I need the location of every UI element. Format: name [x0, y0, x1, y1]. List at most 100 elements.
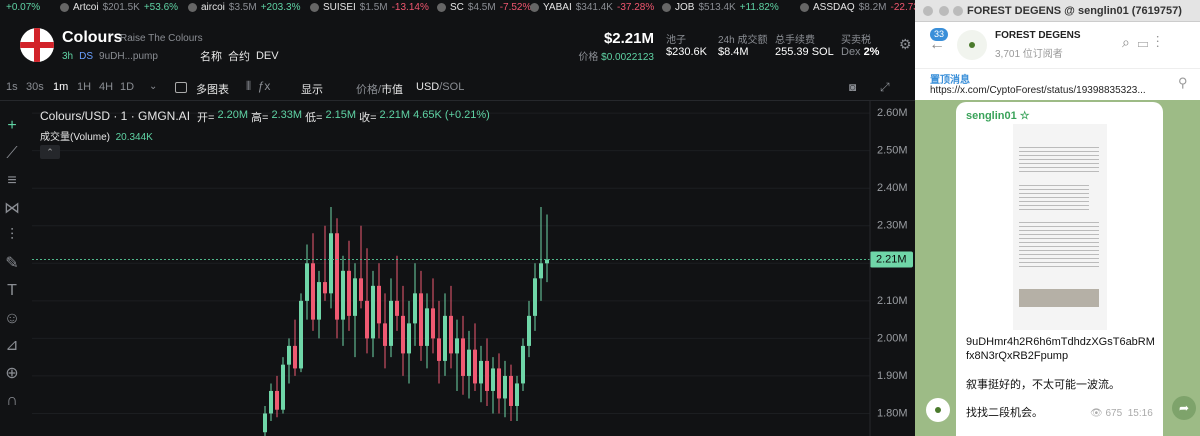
stat-value-text: $230.6K	[666, 46, 707, 58]
toggle-mcap[interactable]: 市值	[381, 84, 404, 96]
legend-low: 2.15M	[325, 109, 357, 121]
interval-button[interactable]: 1s	[6, 81, 18, 93]
unread-badge: 33	[930, 28, 949, 41]
candle-body	[401, 315, 405, 354]
y-tick-label: 2.60M	[877, 107, 908, 119]
token-ds[interactable]: DS	[79, 50, 94, 62]
pin-icon[interactable]: ⚲	[1178, 75, 1188, 90]
multi-chart[interactable]: 多图表	[196, 84, 229, 96]
stat-value: 255.39 SOL	[775, 46, 834, 58]
tool[interactable]: ≡	[7, 172, 17, 189]
interval-button[interactable]: 1H	[77, 81, 92, 93]
tool[interactable]: ☺	[3, 309, 21, 327]
token-meta: 3h DS 9uDH...pump 名称 合约 DEV	[62, 48, 279, 64]
token-age: 3h	[62, 50, 74, 62]
ticker-icon	[188, 3, 197, 12]
share-button[interactable]: ➦	[1172, 396, 1196, 420]
ticker-item[interactable]: SC $4.5M -7.52%	[437, 2, 531, 13]
currency-toggle[interactable]: USD/SOL	[416, 81, 464, 93]
candle-body	[269, 390, 273, 414]
stat-value-text: Dex	[841, 46, 861, 58]
candle-body	[317, 282, 321, 320]
ticker-item[interactable]: JOB $513.4K +11.82%	[662, 2, 779, 13]
tool[interactable]: ✎	[5, 254, 19, 272]
candle-body	[377, 285, 381, 324]
ticker-item[interactable]: Artcoi $201.5K +53.6%	[60, 2, 178, 13]
candle-body	[461, 338, 465, 376]
token-logo[interactable]	[20, 28, 54, 62]
header-icons[interactable]: ⌕ ▭ ⋮	[1122, 34, 1160, 50]
stat-label: 总手续费	[775, 35, 815, 46]
token-mcap: $2.21M	[603, 30, 654, 47]
message-address: 9uDHmr4h2R6h6mTdhdzXGsT6abRMfx8N3rQxRB2F…	[966, 336, 1155, 362]
legend-label: 低=	[305, 112, 323, 124]
interval-button[interactable]: 4H	[99, 81, 114, 93]
tool[interactable]: ⟋	[6, 144, 18, 162]
indicator-icon[interactable]: ⫴ ƒx	[246, 79, 271, 93]
price-mcap-toggle[interactable]: 价格/市值	[356, 81, 403, 97]
ticker-mcap: $1.5M	[359, 2, 388, 13]
sender-avatar[interactable]	[926, 398, 950, 422]
token-address[interactable]: 9uDH...pump	[99, 50, 158, 62]
price-label: 价格	[578, 52, 599, 63]
ticker-item[interactable]: aircoi $3.5M +203.3%	[188, 2, 300, 13]
expand-icon[interactable]: ⤢	[880, 80, 890, 94]
pinned-bar[interactable]: 置顶消息 https://x.com/CyptoForest/status/19…	[915, 68, 1200, 100]
interval-button[interactable]: 1D	[120, 81, 135, 93]
collapse-button[interactable]: ⌃	[40, 145, 60, 159]
window-titlebar: FOREST DEGENS @ senglin01 (7619757)	[915, 0, 1200, 22]
ticker-icon	[662, 3, 671, 12]
tool[interactable]: ⊿	[5, 337, 19, 354]
ticker-item[interactable]: ASSDAQ $8.2M -22.73%	[800, 2, 928, 13]
toggle-sol[interactable]: SOL	[442, 81, 465, 93]
settings-icon[interactable]: ⚙	[899, 36, 912, 52]
candle-body	[485, 360, 489, 391]
ticker-change: +53.6%	[143, 2, 179, 13]
toggle-usd[interactable]: USD	[416, 81, 440, 93]
interval-button[interactable]: 30s	[26, 81, 44, 93]
link-contract[interactable]: 合约	[227, 51, 250, 63]
channel-name[interactable]: FOREST DEGENS	[995, 30, 1081, 41]
tool[interactable]: +	[7, 117, 17, 134]
candle-body	[293, 345, 297, 369]
ticker-name: SC	[450, 2, 464, 13]
ticker-item[interactable]: SUISEI $1.5M -13.14%	[310, 2, 429, 13]
tool[interactable]: ⊕	[5, 364, 19, 382]
message-line: 找找二段机会。	[966, 407, 1043, 419]
message-author[interactable]: senglin01 ☆	[966, 110, 1030, 122]
candle-body	[407, 323, 411, 354]
author-name[interactable]: senglin01	[966, 110, 1017, 122]
channel-header: ← 33 FOREST DEGENS 3,701 位订阅者 ⌕ ▭ ⋮	[915, 22, 1200, 68]
link-dev[interactable]: DEV	[255, 50, 279, 62]
legend-symbol: Colours/USD · 1 · GMGN.AI	[40, 109, 191, 123]
link-name[interactable]: 名称	[199, 51, 222, 63]
ticker-mcap: $341.4K	[575, 2, 613, 13]
message-meta: 👁 675 15:16	[1090, 408, 1153, 419]
legend-high: 2.33M	[271, 109, 303, 121]
candle-body	[413, 293, 417, 324]
message-image[interactable]	[1013, 124, 1107, 330]
candle-body	[545, 259, 549, 264]
toggle-price[interactable]: 价格	[356, 84, 378, 96]
candle-body	[263, 413, 267, 433]
display-menu[interactable]: 显示	[301, 84, 323, 96]
interval-button[interactable]: 1m	[53, 81, 69, 93]
ticker-change: -37.28%	[616, 2, 655, 13]
candle-body	[335, 233, 339, 320]
tool[interactable]: ⫶	[9, 227, 14, 244]
tool[interactable]: T	[7, 282, 17, 299]
candle-body	[305, 263, 309, 301]
ticker-item[interactable]: YABAI $341.4K -37.28%	[530, 2, 654, 13]
ticker-icon	[800, 3, 809, 12]
telegram-panel: FOREST DEGENS @ senglin01 (7619757) ← 33…	[915, 0, 1200, 436]
tool[interactable]: ∩	[6, 392, 18, 409]
tool[interactable]: ⋈	[4, 199, 20, 217]
toggle-sep: /	[439, 81, 443, 93]
multi-icon[interactable]	[175, 82, 187, 93]
camera-icon[interactable]: ◙	[849, 80, 857, 94]
channel-avatar[interactable]	[957, 30, 987, 60]
token-price-row: 价格 $0.0022123	[578, 48, 654, 63]
stat-value: $8.4M	[718, 46, 749, 58]
legend-label: 高=	[251, 112, 269, 124]
chevron[interactable]: ⌄	[149, 81, 158, 92]
